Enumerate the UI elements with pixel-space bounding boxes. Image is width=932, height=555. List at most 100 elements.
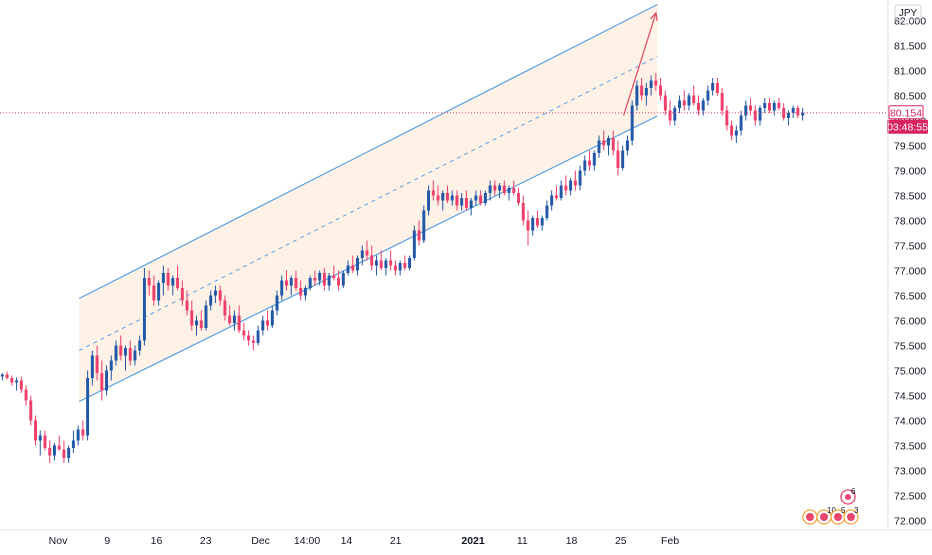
candle[interactable] xyxy=(133,345,137,366)
time-axis[interactable]: Nov 9 16 23 Dec 14:00 14 21 2021 11 18 25 Feb xyxy=(49,535,680,547)
candle[interactable] xyxy=(583,155,587,176)
candle[interactable] xyxy=(417,220,421,246)
candle[interactable] xyxy=(644,83,648,106)
candle[interactable] xyxy=(493,180,497,196)
candle[interactable] xyxy=(119,335,123,361)
candle[interactable] xyxy=(318,270,322,286)
candle[interactable] xyxy=(692,85,696,106)
candle[interactable] xyxy=(436,185,440,206)
candle[interactable] xyxy=(190,300,194,331)
candle[interactable] xyxy=(592,150,596,171)
candle[interactable] xyxy=(223,295,227,321)
candle[interactable] xyxy=(275,290,279,316)
candle[interactable] xyxy=(744,100,748,121)
candle[interactable] xyxy=(289,275,293,296)
candle[interactable] xyxy=(734,125,738,144)
projection-arrow-line[interactable] xyxy=(623,12,657,116)
candle[interactable] xyxy=(346,260,350,276)
candle[interactable] xyxy=(247,330,251,346)
candle[interactable] xyxy=(763,98,767,113)
candle[interactable] xyxy=(393,260,397,276)
candle[interactable] xyxy=(659,78,663,101)
candle[interactable] xyxy=(479,190,483,206)
candle[interactable] xyxy=(109,355,113,381)
candle[interactable] xyxy=(251,335,255,351)
candle[interactable] xyxy=(76,425,80,446)
candle[interactable] xyxy=(95,345,99,381)
candle[interactable] xyxy=(15,377,19,391)
candle[interactable] xyxy=(38,430,42,456)
candle[interactable] xyxy=(365,240,369,261)
candle[interactable] xyxy=(474,190,478,206)
candle[interactable] xyxy=(370,245,374,271)
candle[interactable] xyxy=(408,255,412,271)
candle[interactable] xyxy=(621,145,625,171)
candle[interactable] xyxy=(701,98,705,116)
candle[interactable] xyxy=(232,310,236,331)
candle[interactable] xyxy=(715,78,719,96)
candle[interactable] xyxy=(209,290,213,311)
candle[interactable] xyxy=(777,98,781,111)
channel-lower-line[interactable] xyxy=(78,115,658,403)
candle[interactable] xyxy=(483,190,487,206)
candle[interactable] xyxy=(90,350,94,386)
candle[interactable] xyxy=(687,93,691,111)
candle[interactable] xyxy=(86,370,90,441)
candle[interactable] xyxy=(62,440,66,464)
candle[interactable] xyxy=(521,195,525,226)
candle[interactable] xyxy=(34,415,37,446)
candle[interactable] xyxy=(796,105,800,119)
candle[interactable] xyxy=(285,270,288,291)
candle[interactable] xyxy=(256,325,260,346)
candle[interactable] xyxy=(768,98,771,113)
candle[interactable] xyxy=(180,280,184,306)
candle[interactable] xyxy=(725,105,729,131)
channel-upper-line[interactable] xyxy=(78,3,658,300)
candle[interactable] xyxy=(213,285,217,304)
candle[interactable] xyxy=(706,85,710,106)
candle[interactable] xyxy=(19,376,23,394)
candle[interactable] xyxy=(299,280,303,301)
event-marker[interactable]: 3 xyxy=(843,506,859,525)
candle[interactable] xyxy=(635,80,639,111)
candle[interactable] xyxy=(218,285,222,306)
candle[interactable] xyxy=(564,175,568,196)
price-axis[interactable]: JPY 82.00081.50081.00080.50080.00079.500… xyxy=(894,4,926,528)
candle[interactable] xyxy=(71,430,75,454)
candle[interactable] xyxy=(29,395,33,426)
candle[interactable] xyxy=(303,285,307,301)
candle[interactable] xyxy=(498,183,502,198)
candle[interactable] xyxy=(379,250,383,271)
candle[interactable] xyxy=(531,215,535,236)
candle[interactable] xyxy=(720,88,724,116)
candle[interactable] xyxy=(270,305,274,329)
candle[interactable] xyxy=(588,150,592,171)
candle[interactable] xyxy=(237,305,241,334)
candle[interactable] xyxy=(0,373,4,381)
candle[interactable] xyxy=(48,440,52,464)
candle[interactable] xyxy=(512,180,516,196)
candle[interactable] xyxy=(460,193,464,211)
candle[interactable] xyxy=(24,385,28,406)
candle[interactable] xyxy=(142,268,146,346)
candle[interactable] xyxy=(124,345,127,371)
candle[interactable] xyxy=(597,135,601,159)
event-marker[interactable]: 5 xyxy=(830,506,846,525)
candle[interactable] xyxy=(616,140,620,176)
candle[interactable] xyxy=(280,275,284,301)
candle[interactable] xyxy=(535,210,539,229)
candle[interactable] xyxy=(578,165,582,191)
candle[interactable] xyxy=(753,105,757,126)
candle[interactable] xyxy=(668,100,672,126)
candle[interactable] xyxy=(360,245,364,266)
candle[interactable] xyxy=(554,185,558,201)
candle[interactable] xyxy=(261,315,265,336)
candle[interactable] xyxy=(649,75,653,96)
candle[interactable] xyxy=(294,270,298,291)
candle[interactable] xyxy=(5,371,9,380)
candle[interactable] xyxy=(327,273,331,291)
candle[interactable] xyxy=(356,255,359,276)
candle[interactable] xyxy=(517,188,520,206)
candle[interactable] xyxy=(147,270,151,296)
